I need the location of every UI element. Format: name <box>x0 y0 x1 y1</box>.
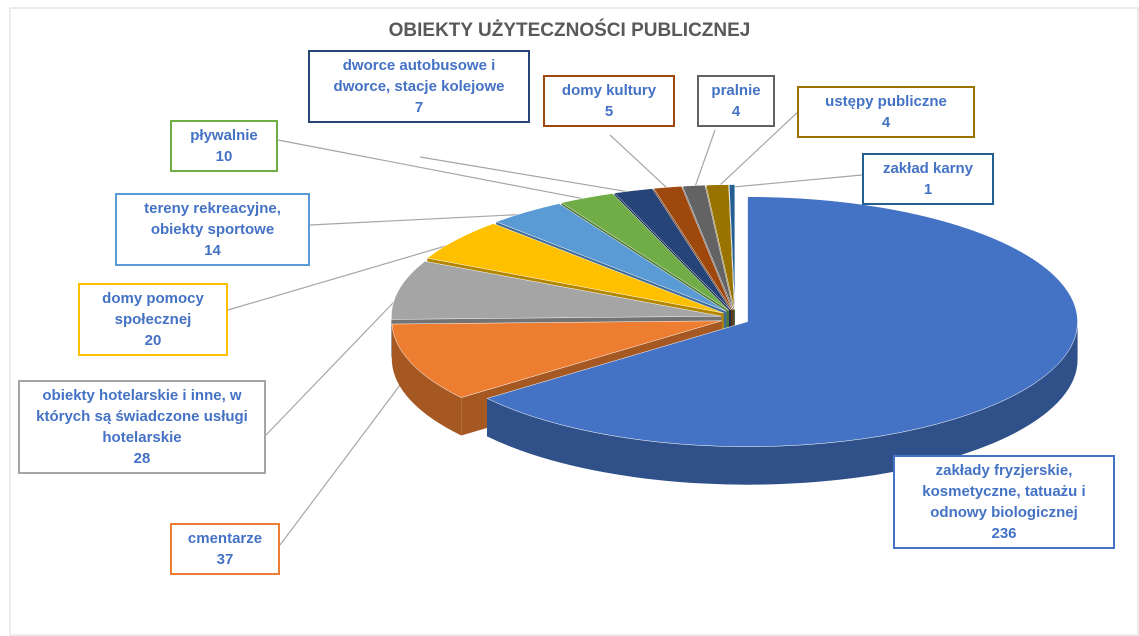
label-value: 236 <box>991 525 1017 542</box>
data-label: cmentarze 37 <box>170 523 280 575</box>
leader-line <box>277 139 590 201</box>
label-value: 4 <box>881 114 891 131</box>
data-label: tereny rekreacyjne, obiekty sportowe 14 <box>115 193 310 266</box>
data-label: domy kultury 5 <box>543 75 675 127</box>
label-category: domy pomocy społecznej <box>102 290 204 328</box>
pie <box>391 184 1078 485</box>
data-label: obiekty hotelarskie i inne, w których są… <box>18 380 266 474</box>
slice-wall <box>487 321 1078 485</box>
label-value: 28 <box>133 450 151 467</box>
data-label: pralnie 4 <box>697 75 775 127</box>
label-category: tereny rekreacyjne, obiekty sportowe <box>144 200 281 238</box>
chart-title: OBIEKTY UŻYTECZNOŚCI PUBLICZNEJ <box>388 20 751 41</box>
slice <box>728 184 736 310</box>
leader-line <box>227 240 462 311</box>
label-category: cmentarze <box>187 530 263 547</box>
slice <box>391 320 722 398</box>
slice <box>560 193 730 311</box>
label-category: obiekty hotelarskie i inne, w których są… <box>36 387 248 446</box>
chart-border <box>9 7 1139 636</box>
leader-line <box>717 109 801 188</box>
data-label: domy pomocy społecznej 20 <box>78 283 228 356</box>
label-category: ustępy publiczne <box>825 93 947 110</box>
data-label: ustępy publiczne 4 <box>797 86 975 138</box>
slice-wall <box>391 324 462 436</box>
leader-line <box>693 129 716 189</box>
slice <box>682 184 734 310</box>
label-value: 1 <box>923 181 933 198</box>
leader-line <box>279 361 418 546</box>
label-category: zakłady fryzjerskie, kosmetyczne, tatuaż… <box>922 462 1086 521</box>
label-category: zakład karny <box>882 160 974 177</box>
leader-line <box>609 134 670 191</box>
slice <box>495 203 727 312</box>
label-value: 20 <box>144 332 162 349</box>
label-value: 37 <box>216 551 234 568</box>
label-value: 7 <box>414 99 424 116</box>
data-label: zakłady fryzjerskie, kosmetyczne, tatuaż… <box>893 455 1115 549</box>
slice <box>391 261 722 320</box>
leader-line <box>419 156 636 194</box>
label-value: 10 <box>215 148 233 165</box>
slice <box>653 185 733 310</box>
label-value: 14 <box>204 242 221 259</box>
leader-line <box>732 174 863 188</box>
leader-line <box>265 289 406 436</box>
slice <box>486 196 1078 447</box>
slice <box>705 184 735 310</box>
label-category: domy kultury <box>561 82 657 99</box>
label-category: pralnie <box>711 82 761 99</box>
data-label: pływalnie 10 <box>170 120 278 172</box>
leader-line <box>309 213 531 226</box>
label-value: 5 <box>604 103 614 120</box>
label-category: pływalnie <box>190 127 258 144</box>
label-value: 4 <box>731 103 741 120</box>
data-label: dworce autobusowe i dworce, stacje kolej… <box>308 50 530 123</box>
slice <box>613 188 732 311</box>
slice <box>426 223 724 314</box>
data-label: zakład karny 1 <box>862 153 994 205</box>
leader-lines <box>227 109 863 546</box>
label-category: dworce autobusowe i dworce, stacje kolej… <box>333 57 505 95</box>
